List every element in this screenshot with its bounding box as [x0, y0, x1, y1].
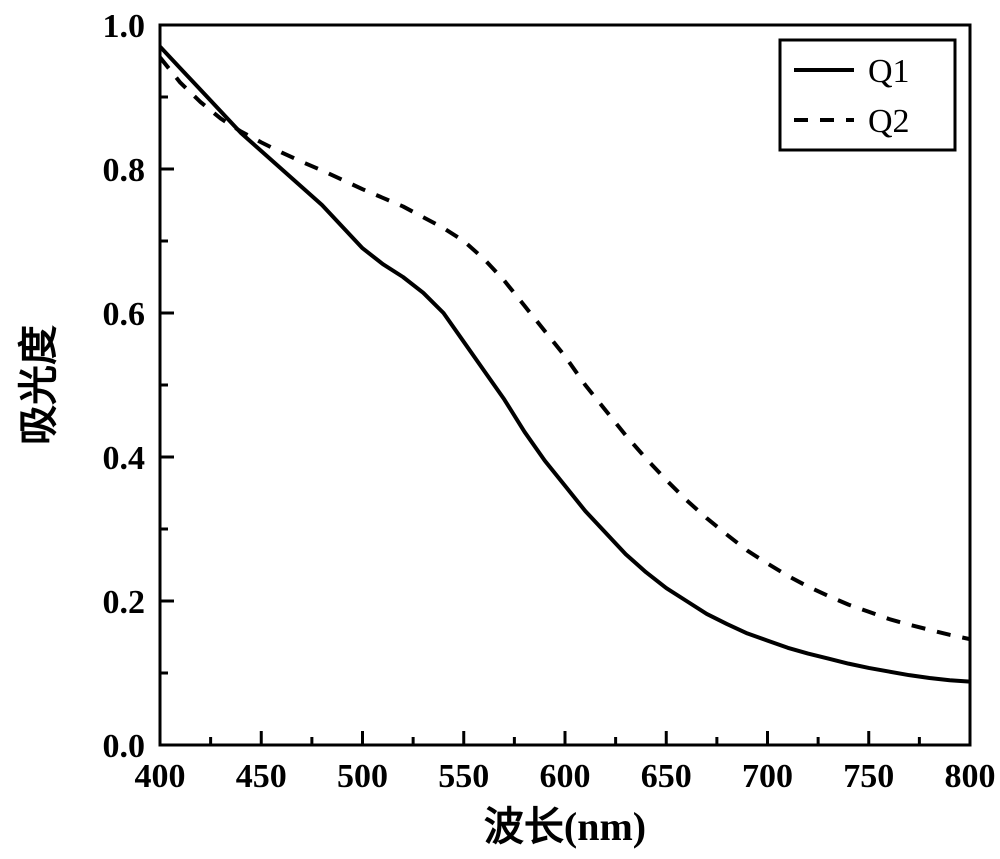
y-tick-label: 0.2 — [103, 584, 146, 621]
x-tick-label: 600 — [540, 758, 591, 795]
y-tick-label: 0.6 — [103, 296, 146, 333]
absorbance-chart: 4004505005506006507007508000.00.20.40.60… — [0, 0, 1000, 859]
x-tick-label: 800 — [945, 758, 996, 795]
y-tick-label: 1.0 — [103, 8, 146, 45]
y-tick-label: 0.0 — [103, 728, 146, 765]
x-tick-label: 750 — [843, 758, 894, 795]
y-tick-label: 0.4 — [103, 440, 146, 477]
x-tick-label: 650 — [641, 758, 692, 795]
x-tick-label: 500 — [337, 758, 388, 795]
x-axis-label: 波长(nm) — [484, 804, 646, 849]
x-tick-label: 700 — [742, 758, 793, 795]
x-tick-label: 450 — [236, 758, 287, 795]
legend-label-Q1: Q1 — [868, 53, 910, 90]
y-tick-label: 0.8 — [103, 152, 146, 189]
legend-label-Q2: Q2 — [868, 103, 910, 140]
x-tick-label: 550 — [438, 758, 489, 795]
y-axis-label: 吸光度 — [16, 325, 61, 445]
